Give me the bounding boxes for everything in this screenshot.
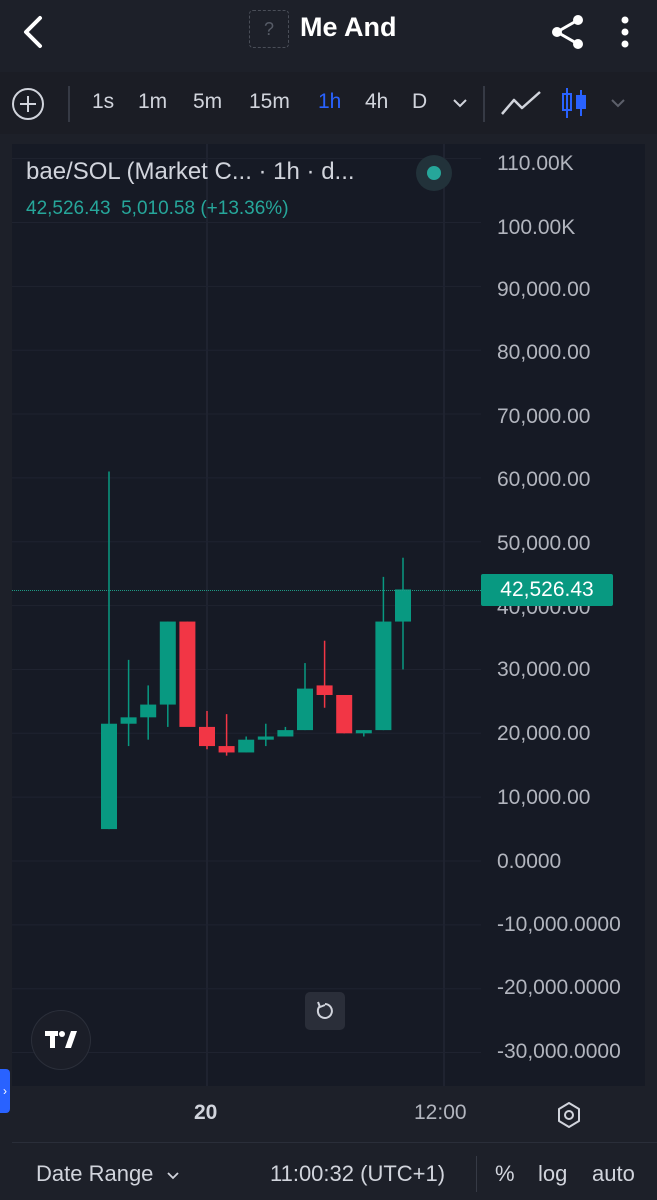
candles-chart-icon[interactable] <box>560 86 588 120</box>
y-axis-label: -30,000.0000 <box>497 1040 621 1063</box>
share-icon[interactable] <box>548 12 588 52</box>
interval-15m[interactable]: 15m <box>249 90 290 113</box>
chart-toolbar: 1s 1m 5m 15m 1h 4h D <box>0 72 657 134</box>
side-panel-handle[interactable]: › <box>0 1069 10 1113</box>
bottom-separator <box>12 1142 657 1143</box>
token-icon: ? <box>249 10 289 48</box>
x-axis-label: 12:00 <box>414 1101 467 1124</box>
settings-icon[interactable] <box>555 1101 583 1129</box>
live-status-dot <box>416 155 452 191</box>
symbol-legend[interactable]: bae/SOL (Market C... · 1h · d... <box>26 158 355 185</box>
chevron-left-icon[interactable] <box>14 12 54 52</box>
interval-d[interactable]: D <box>412 90 428 113</box>
interval-4h[interactable]: 4h <box>365 90 389 113</box>
date-range-button[interactable]: Date Range <box>36 1161 180 1187</box>
interval-1h[interactable]: 1h <box>318 90 342 113</box>
legend-value: 42,526.43 <box>26 198 111 219</box>
log-scale-toggle[interactable]: log <box>538 1161 568 1186</box>
y-axis-label: 100.00K <box>497 216 576 239</box>
tradingview-logo[interactable] <box>32 1011 90 1069</box>
top-bar: ? Me And <box>0 0 657 70</box>
legend-values: 42,526.43 5,010.58 (+13.36%) <box>26 198 289 220</box>
interval-1m[interactable]: 1m <box>138 90 168 113</box>
clock-timezone[interactable]: 11:00:32 (UTC+1) <box>270 1161 446 1186</box>
page-title: Me And <box>300 12 397 42</box>
date-range-label: Date Range <box>36 1161 154 1186</box>
y-axis-label: 30,000.00 <box>497 658 591 681</box>
y-axis-label: 10,000.00 <box>497 786 591 809</box>
token-icon-placeholder: ? <box>263 18 274 39</box>
legend-change: 5,010.58 (+13.36%) <box>121 198 289 219</box>
auto-scale-toggle[interactable]: auto <box>592 1161 635 1186</box>
last-price-tag: 42,526.43 <box>481 574 613 606</box>
add-indicator-icon[interactable] <box>10 86 46 122</box>
percent-scale-toggle[interactable]: % <box>495 1161 515 1186</box>
chevron-down-icon[interactable] <box>450 92 470 112</box>
y-axis-label: 0.0000 <box>497 850 562 873</box>
more-vertical-icon[interactable] <box>610 12 640 52</box>
y-axis-label: 60,000.00 <box>497 468 591 491</box>
vertical-gridline <box>443 144 445 1086</box>
vertical-gridline <box>206 144 208 1086</box>
interval-1s[interactable]: 1s <box>92 90 115 113</box>
y-axis-label: 70,000.00 <box>497 405 591 428</box>
reset-chart-button[interactable] <box>305 992 345 1030</box>
y-axis-label: -20,000.0000 <box>497 976 621 999</box>
y-axis-label: 50,000.00 <box>497 532 591 555</box>
line-chart-icon[interactable] <box>500 88 542 118</box>
chevron-down-icon <box>166 1172 179 1180</box>
y-axis-label: 20,000.00 <box>497 722 591 745</box>
chevron-down-icon[interactable] <box>608 92 628 112</box>
toolbar-divider <box>68 86 70 122</box>
chart-area[interactable] <box>12 144 645 1086</box>
chevron-right-icon: › <box>3 1084 7 1098</box>
y-axis-label: 90,000.00 <box>497 278 591 301</box>
interval-5m[interactable]: 5m <box>193 90 223 113</box>
toolbar-divider <box>483 86 485 122</box>
y-axis-label: -10,000.0000 <box>497 913 621 936</box>
bottom-divider <box>476 1156 477 1192</box>
last-price-line <box>12 590 481 591</box>
y-axis-label: 110.00K <box>497 152 574 175</box>
y-axis-label: 80,000.00 <box>497 341 591 364</box>
x-axis-label: 20 <box>194 1101 218 1124</box>
tradingview-logo-icon <box>45 1031 77 1048</box>
reset-icon <box>316 1001 333 1019</box>
